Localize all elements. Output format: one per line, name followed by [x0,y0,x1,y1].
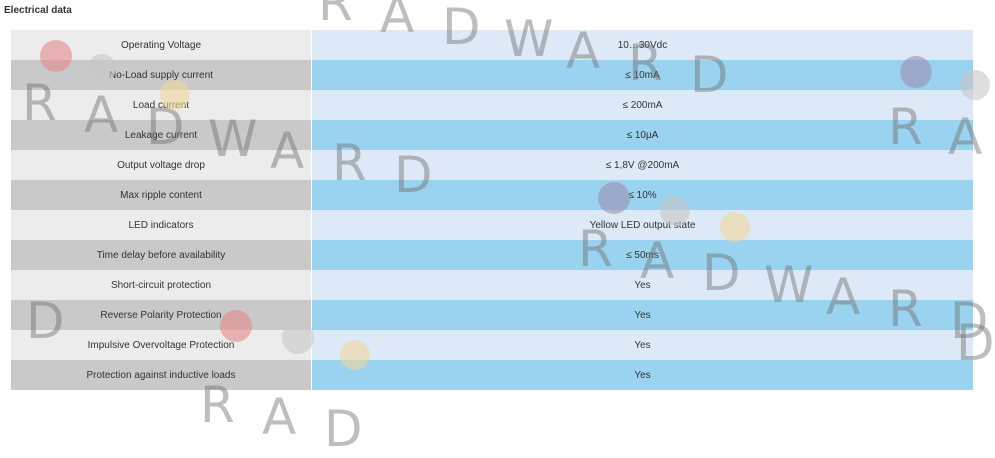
row-label: Max ripple content [11,180,312,210]
table-row: Output voltage drop ≤ 1,8V @200mA [11,150,973,180]
row-value: Yes [311,330,973,360]
row-value: ≤ 10% [311,180,973,210]
section-title: Electrical data [4,5,72,16]
row-value: Yes [311,360,973,390]
watermark-letter: R [318,0,353,32]
row-label: Time delay before availability [11,240,312,270]
table-row: Operating Voltage 10…30Vdc [11,30,973,60]
table-row: Impulsive Overvoltage Protection Yes [11,330,973,360]
row-label: Short-circuit protection [11,270,312,300]
table-row: Short-circuit protection Yes [11,270,973,300]
table-row: Reverse Polarity Protection Yes [11,300,973,330]
row-value: ≤ 10mA [311,60,973,90]
table-row: No-Load supply current ≤ 10mA [11,60,973,90]
table-row: Time delay before availability ≤ 50ms [11,240,973,270]
row-label: Reverse Polarity Protection [11,300,312,330]
row-label: Leakage current [11,120,312,150]
row-label: LED indicators [11,210,312,240]
row-label: Operating Voltage [11,30,312,60]
row-value: Yes [311,270,973,300]
row-value: 10…30Vdc [311,30,973,60]
row-label: Protection against inductive loads [11,360,312,390]
row-value: ≤ 50ms [311,240,973,270]
row-value: Yellow LED output state [311,210,973,240]
row-value: ≤ 200mA [311,90,973,120]
row-label: Output voltage drop [11,150,312,180]
table-row: Protection against inductive loads Yes [11,360,973,390]
row-value: ≤ 1,8V @200mA [311,150,973,180]
row-value: ≤ 10µA [311,120,973,150]
row-label: Impulsive Overvoltage Protection [11,330,312,360]
row-label: Load current [11,90,312,120]
watermark-letter: D [324,400,363,458]
row-label: No-Load supply current [11,60,312,90]
table-row: Load current ≤ 200mA [11,90,973,120]
table-row: LED indicators Yellow LED output state [11,210,973,240]
electrical-data-table: Operating Voltage 10…30Vdc No-Load supply… [11,30,973,390]
row-value: Yes [311,300,973,330]
table-row: Leakage current ≤ 10µA [11,120,973,150]
table-row: Max ripple content ≤ 10% [11,180,973,210]
